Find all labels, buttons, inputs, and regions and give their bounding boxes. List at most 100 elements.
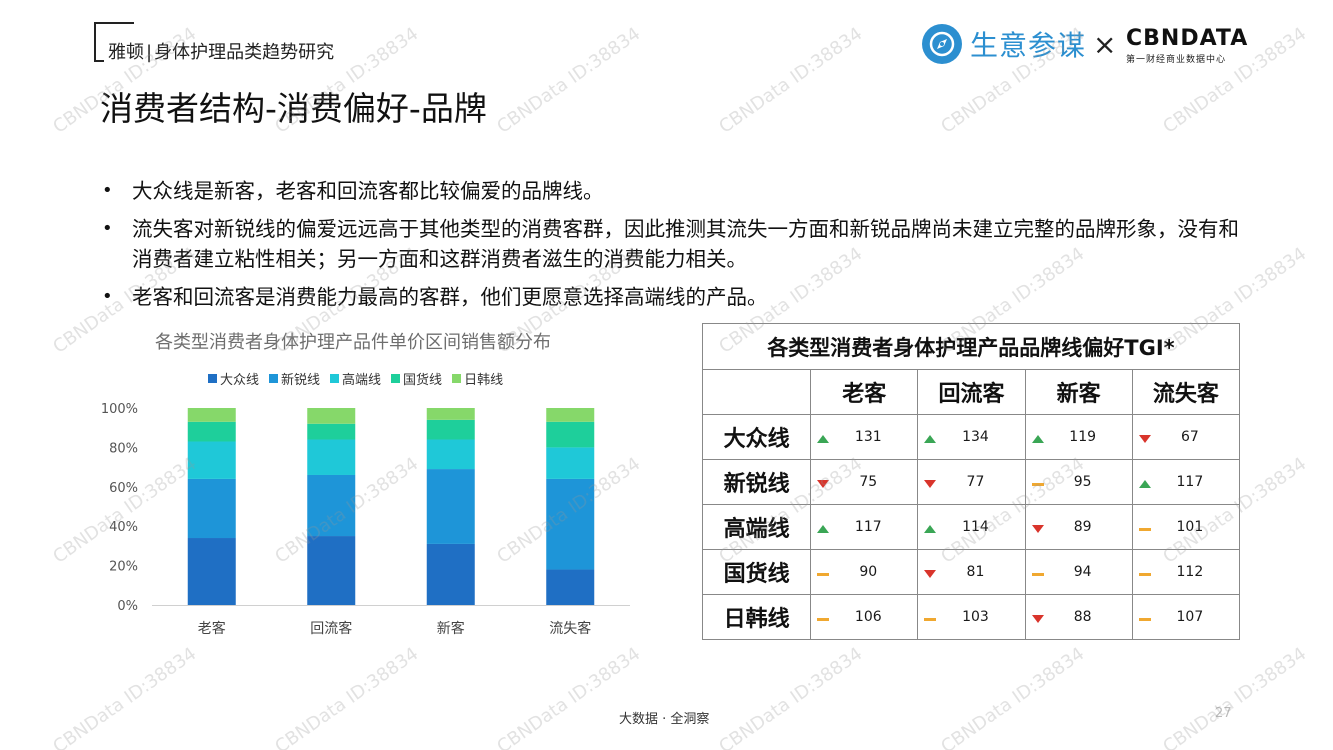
- y-tick-label: 80%: [109, 441, 138, 456]
- indicator-shape: [817, 435, 830, 443]
- y-tick-label: 60%: [109, 481, 138, 496]
- tgi-value: 67: [1180, 429, 1199, 445]
- trend-indicator-icon: [817, 435, 830, 443]
- table-row: 国货线 90 81 94 112: [701, 549, 1241, 595]
- trend-indicator-icon: [924, 618, 937, 621]
- indicator-shape: [1138, 528, 1151, 531]
- bar-segment: [546, 569, 595, 605]
- indicator-shape: [1031, 435, 1044, 443]
- column-header: 回流客: [917, 369, 1026, 415]
- watermark: CBNData ID:38834: [271, 643, 423, 750]
- watermark: CBNData ID:38834: [715, 643, 867, 750]
- row-header: 日韩线: [701, 594, 812, 640]
- legend-label: 大众线: [220, 373, 260, 388]
- indicator-shape: [817, 618, 830, 621]
- trend-indicator-icon: [1138, 435, 1151, 443]
- legend-swatch: [269, 374, 279, 383]
- times-symbol: ×: [1093, 28, 1117, 61]
- tgi-value: 131: [854, 429, 882, 445]
- trend-indicator-icon: [1138, 480, 1151, 488]
- y-tick-label: 0%: [117, 599, 138, 614]
- indicator-shape: [1031, 483, 1044, 486]
- tgi-value: 106: [854, 609, 882, 625]
- trend-indicator-icon: [817, 573, 830, 576]
- bar-segment: [426, 543, 475, 605]
- bar-segment: [426, 419, 475, 440]
- table-row: 大众线 131 134 119 67: [701, 414, 1241, 460]
- bullet-list: 大众线是新客，老客和回流客都比较偏爱的品牌线。 流失客对新锐线的偏爱远远高于其他…: [100, 176, 1240, 320]
- tgi-value: 75: [859, 474, 878, 490]
- tgi-value: 112: [1176, 564, 1204, 580]
- tgi-cell: 77: [917, 459, 1026, 505]
- row-header: 新锐线: [701, 459, 812, 505]
- tgi-cell: 119: [1024, 414, 1133, 460]
- compass-icon: [922, 24, 962, 64]
- y-tick-label: 20%: [109, 560, 138, 575]
- table-row: 新锐线 75 77 95 117: [701, 459, 1241, 505]
- cbndata-logo: CBNDATA 第一财经商业数据中心: [1126, 26, 1247, 65]
- bar-segment: [307, 408, 356, 424]
- tgi-cell: 90: [810, 549, 919, 595]
- indicator-shape: [924, 570, 937, 578]
- legend-item: 新锐线: [269, 369, 320, 388]
- x-tick-label: 回流客: [310, 620, 352, 637]
- tgi-cell: 88: [1024, 594, 1133, 640]
- indicator-shape: [1031, 615, 1044, 623]
- header-separator: |: [146, 42, 153, 63]
- trend-indicator-icon: [1031, 573, 1044, 576]
- watermark: CBNData ID:38834: [715, 23, 867, 138]
- y-tick-label: 100%: [101, 402, 138, 417]
- indicator-shape: [817, 573, 830, 576]
- table-row: 日韩线 106 103 88 107: [701, 594, 1241, 640]
- tgi-value: 117: [854, 519, 882, 535]
- trend-indicator-icon: [817, 618, 830, 621]
- tgi-cell: 101: [1131, 504, 1241, 550]
- bar-segment: [187, 408, 236, 422]
- bullet-item: 老客和回流客是消费能力最高的客群，他们更愿意选择高端线的产品。: [100, 282, 1240, 312]
- tgi-value: 119: [1069, 429, 1097, 445]
- stacked-bar-chart: 0% 20% 40% 60% 80% 100% 老客 回流客 新客 流失客: [101, 402, 630, 637]
- legend-label: 新锐线: [281, 373, 321, 388]
- indicator-shape: [1138, 435, 1151, 443]
- tgi-cell: 94: [1024, 549, 1133, 595]
- bar-segment: [187, 538, 236, 605]
- legend-item: 大众线: [208, 369, 259, 388]
- chart-legend: 大众线 新锐线 高端线 国货线 日韩线: [208, 369, 503, 388]
- tgi-cell: 81: [917, 549, 1026, 595]
- tgi-value: 95: [1073, 474, 1092, 490]
- trend-indicator-icon: [817, 480, 830, 488]
- brand-name: 雅顿: [108, 42, 144, 63]
- tgi-table: 各类型消费者身体护理产品品牌线偏好TGI* 老客 回流客 新客 流失客 大众线 …: [701, 323, 1241, 640]
- trend-indicator-icon: [1031, 435, 1044, 443]
- table-row: 高端线 117 114 89 101: [701, 504, 1241, 550]
- tgi-cell: 117: [1131, 459, 1241, 505]
- tgi-value: 107: [1176, 609, 1204, 625]
- tgi-value: 88: [1073, 609, 1092, 625]
- legend-item: 日韩线: [452, 369, 503, 388]
- bar-segment: [187, 478, 236, 539]
- bar-segment: [187, 421, 236, 442]
- bar-segment: [546, 478, 595, 570]
- tgi-cell: 107: [1131, 594, 1241, 640]
- bar-segment: [426, 408, 475, 420]
- legend-swatch: [391, 374, 401, 383]
- watermark: CBNData ID:38834: [493, 23, 645, 138]
- indicator-shape: [817, 480, 830, 488]
- trend-indicator-icon: [1031, 615, 1044, 623]
- cbndata-logo-sub: 第一财经商业数据中心: [1126, 55, 1227, 65]
- tgi-cell: 103: [917, 594, 1026, 640]
- x-tick-label: 流失客: [549, 620, 591, 637]
- bar-segment: [426, 439, 475, 470]
- legend-swatch: [330, 374, 340, 383]
- bar-segment: [187, 441, 236, 479]
- y-tick-label: 40%: [109, 520, 138, 535]
- indicator-shape: [817, 525, 830, 533]
- trend-indicator-icon: [1138, 618, 1151, 621]
- indicator-shape: [924, 480, 937, 488]
- bar-segment: [307, 439, 356, 475]
- watermark: CBNData ID:38834: [937, 643, 1089, 750]
- tgi-value: 134: [962, 429, 989, 445]
- watermark: CBNData ID:38834: [1159, 643, 1311, 750]
- chart-title: 各类型消费者身体护理产品件单价区间销售额分布: [155, 332, 551, 353]
- column-header: 新客: [1024, 369, 1133, 415]
